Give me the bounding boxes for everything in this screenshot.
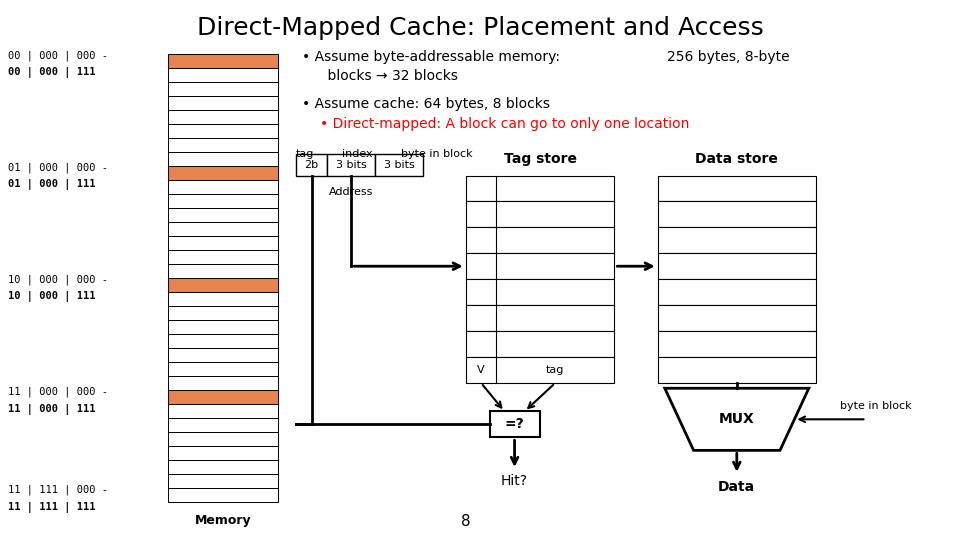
Bar xyxy=(490,411,540,437)
Text: tag: tag xyxy=(546,365,564,375)
Bar xyxy=(658,305,816,331)
Text: Direct-Mapped Cache: Placement and Access: Direct-Mapped Cache: Placement and Acces… xyxy=(197,16,763,40)
Bar xyxy=(168,54,278,68)
Bar xyxy=(466,176,614,201)
Bar xyxy=(168,362,278,376)
Bar xyxy=(168,152,278,166)
Bar xyxy=(466,253,614,279)
Bar xyxy=(658,176,816,201)
Bar xyxy=(168,306,278,320)
Text: Hit?: Hit? xyxy=(501,474,528,488)
Polygon shape xyxy=(665,388,808,450)
Bar xyxy=(168,194,278,208)
Bar xyxy=(658,357,816,383)
Text: 11 | 111 | 111: 11 | 111 | 111 xyxy=(8,502,95,512)
Text: 11 | 000 | 000 -: 11 | 000 | 000 - xyxy=(8,387,108,397)
Bar xyxy=(168,138,278,152)
Text: 3 bits: 3 bits xyxy=(336,160,367,170)
Bar xyxy=(168,320,278,334)
Bar xyxy=(168,292,278,306)
Text: 2b: 2b xyxy=(304,160,319,170)
Bar xyxy=(375,154,423,176)
Text: Data: Data xyxy=(718,480,756,494)
Bar xyxy=(168,460,278,474)
Text: 8: 8 xyxy=(461,514,470,529)
Text: • Assume byte-addressable memory:: • Assume byte-addressable memory: xyxy=(302,50,561,64)
Bar xyxy=(168,376,278,390)
Text: tag: tag xyxy=(296,149,314,159)
Text: 10 | 000 | 111: 10 | 000 | 111 xyxy=(8,292,95,302)
Text: 11 | 111 | 000 -: 11 | 111 | 000 - xyxy=(8,484,108,495)
Bar xyxy=(168,264,278,278)
Bar xyxy=(658,253,816,279)
Text: • Assume cache: 64 bytes, 8 blocks: • Assume cache: 64 bytes, 8 blocks xyxy=(302,97,550,111)
Text: 01 | 000 | 000 -: 01 | 000 | 000 - xyxy=(8,163,108,173)
Bar xyxy=(658,227,816,253)
Bar xyxy=(466,331,614,357)
Bar xyxy=(466,305,614,331)
Text: index: index xyxy=(342,149,372,159)
Bar xyxy=(168,446,278,460)
Text: 01 | 000 | 111: 01 | 000 | 111 xyxy=(8,179,95,191)
Text: • Direct-mapped: A block can go to only one location: • Direct-mapped: A block can go to only … xyxy=(320,117,689,131)
Bar xyxy=(168,166,278,180)
Text: Address: Address xyxy=(329,187,373,197)
Bar xyxy=(168,474,278,488)
Text: byte in block: byte in block xyxy=(401,149,473,159)
Bar xyxy=(658,331,816,357)
Bar xyxy=(168,278,278,292)
Bar xyxy=(168,124,278,138)
Text: byte in block: byte in block xyxy=(840,401,912,411)
Text: Memory: Memory xyxy=(195,514,252,527)
Bar xyxy=(296,154,327,176)
Bar xyxy=(168,96,278,110)
Bar xyxy=(466,357,614,383)
Bar xyxy=(466,201,614,227)
Bar xyxy=(168,68,278,82)
Text: =?: =? xyxy=(505,417,524,431)
Bar xyxy=(168,208,278,222)
Bar xyxy=(168,488,278,502)
Text: 11 | 000 | 111: 11 | 000 | 111 xyxy=(8,403,95,415)
Text: Data store: Data store xyxy=(695,152,779,166)
Bar xyxy=(168,236,278,250)
Bar xyxy=(466,227,614,253)
Text: 3 bits: 3 bits xyxy=(384,160,415,170)
Bar xyxy=(168,418,278,432)
Bar xyxy=(168,82,278,96)
Bar xyxy=(168,334,278,348)
Text: 10 | 000 | 000 -: 10 | 000 | 000 - xyxy=(8,274,108,285)
Text: 00 | 000 | 000 -: 00 | 000 | 000 - xyxy=(8,50,108,61)
Text: 00 | 000 | 111: 00 | 000 | 111 xyxy=(8,68,95,78)
Bar xyxy=(658,201,816,227)
Bar xyxy=(327,154,375,176)
Bar xyxy=(168,222,278,236)
Bar xyxy=(168,110,278,124)
Text: V: V xyxy=(477,365,485,375)
Bar xyxy=(168,180,278,194)
Text: 256 bytes, 8-byte: 256 bytes, 8-byte xyxy=(667,50,790,64)
Bar xyxy=(168,348,278,362)
Text: MUX: MUX xyxy=(719,413,755,426)
Bar xyxy=(658,279,816,305)
Text: Tag store: Tag store xyxy=(503,152,577,166)
Bar xyxy=(168,250,278,264)
Bar xyxy=(168,432,278,446)
Bar xyxy=(466,279,614,305)
Bar xyxy=(168,404,278,418)
Text: blocks → 32 blocks: blocks → 32 blocks xyxy=(310,69,458,83)
Bar xyxy=(168,390,278,404)
